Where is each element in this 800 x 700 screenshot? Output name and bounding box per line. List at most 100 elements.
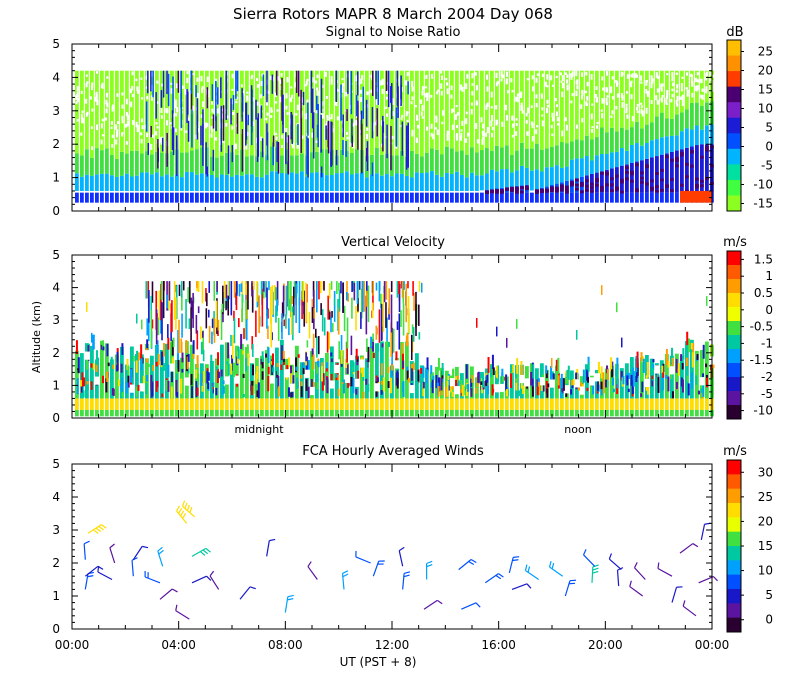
velocity-cell: [150, 295, 153, 319]
velocity-cell: [612, 388, 615, 393]
snr-cell: [85, 192, 89, 203]
velocity-cell: [585, 409, 589, 417]
snr-cell: [305, 81, 308, 85]
snr-cell: [221, 140, 224, 144]
velocity-cell: [406, 366, 409, 371]
colorbar-label: 25: [758, 490, 773, 504]
snr-cell: [305, 113, 308, 120]
snr-cell: [95, 148, 99, 175]
velocity-cell: [233, 310, 235, 321]
snr-cell: [505, 169, 509, 188]
snr-cell: [440, 70, 443, 74]
snr-cell: [595, 96, 598, 103]
snr-cell: [116, 121, 119, 124]
snr-cell: [590, 186, 594, 190]
wind-barb: [484, 573, 504, 584]
velocity-cell: [412, 281, 414, 296]
velocity-cell: [375, 343, 379, 399]
velocity-cell: [545, 365, 548, 374]
velocity-cell: [372, 338, 375, 352]
velocity-cell: [540, 382, 543, 392]
velocity-cell: [170, 363, 175, 372]
snr-cell: [285, 128, 288, 133]
colorbar-swatch: [727, 251, 741, 266]
velocity-cell: [140, 358, 143, 371]
velocity-cell: [260, 409, 264, 417]
snr-cell: [595, 155, 599, 173]
snr-cell: [600, 185, 604, 189]
snr-cell: [220, 174, 224, 191]
snr-cell: [495, 171, 499, 189]
wind-barb: [511, 583, 532, 590]
snr-cell: [300, 89, 302, 120]
snr-cell: [321, 113, 324, 119]
snr-cell: [541, 73, 544, 78]
velocity-cell: [515, 398, 519, 410]
snr-cell: [475, 152, 479, 176]
snr-cell: [645, 107, 648, 114]
velocity-cell: [230, 363, 233, 375]
velocity-cell: [420, 365, 424, 399]
velocity-cell: [230, 409, 234, 417]
snr-cell: [535, 143, 539, 170]
velocity-cell: [168, 281, 171, 301]
velocity-cell: [145, 343, 149, 399]
snr-cell: [152, 70, 154, 98]
velocity-cell: [221, 303, 224, 313]
velocity-cell: [276, 299, 279, 312]
snr-cell: [696, 72, 699, 76]
velocity-cell: [287, 387, 290, 397]
velocity-cell: [91, 332, 93, 343]
velocity-cell: [256, 390, 259, 397]
snr-cell: [405, 192, 409, 203]
colorbar-label: 0: [765, 303, 773, 317]
velocity-cell: [525, 388, 528, 396]
wind-barb: [423, 599, 443, 610]
velocity-cell: [156, 340, 159, 353]
snr-cell: [606, 87, 609, 93]
snr-cell: [311, 77, 314, 83]
snr-cell: [196, 77, 199, 82]
velocity-cell: [655, 365, 660, 374]
snr-cell: [160, 141, 163, 145]
velocity-cell: [620, 378, 623, 384]
velocity-cell: [398, 313, 401, 350]
velocity-cell: [445, 409, 449, 417]
velocity-cell: [482, 373, 485, 388]
velocity-cell: [106, 371, 109, 382]
velocity-cell: [180, 281, 183, 298]
snr-cell: [625, 70, 629, 130]
velocity-cell: [321, 365, 324, 382]
velocity-cell: [426, 381, 429, 392]
velocity-cell: [365, 378, 368, 385]
y-tick-label: 3: [52, 523, 60, 537]
velocity-cell: [253, 281, 255, 290]
colorbar-swatch: [727, 488, 741, 504]
velocity-cell: [692, 343, 695, 357]
velocity-cell: [296, 377, 299, 390]
snr-cell: [475, 70, 479, 153]
snr-cell: [201, 87, 204, 93]
velocity-cell: [378, 309, 381, 343]
snr-cell: [286, 77, 289, 83]
snr-cell: [560, 188, 564, 192]
velocity-cell: [625, 409, 629, 417]
snr-cell: [410, 192, 414, 203]
velocity-cell: [365, 358, 369, 399]
snr-cell: [471, 83, 474, 86]
velocity-cell: [250, 398, 254, 410]
snr-cell: [185, 171, 189, 191]
snr-cell: [446, 130, 449, 136]
velocity-cell: [587, 376, 590, 383]
snr-cell: [690, 149, 694, 153]
velocity-cell: [282, 361, 285, 365]
velocity-cell: [227, 342, 230, 359]
velocity-cell: [367, 383, 370, 392]
snr-cell: [576, 79, 579, 85]
snr-cell: [327, 121, 329, 148]
velocity-cell: [357, 370, 360, 380]
snr-cell: [400, 150, 404, 174]
snr-cell: [215, 80, 217, 121]
snr-cell: [556, 117, 559, 122]
